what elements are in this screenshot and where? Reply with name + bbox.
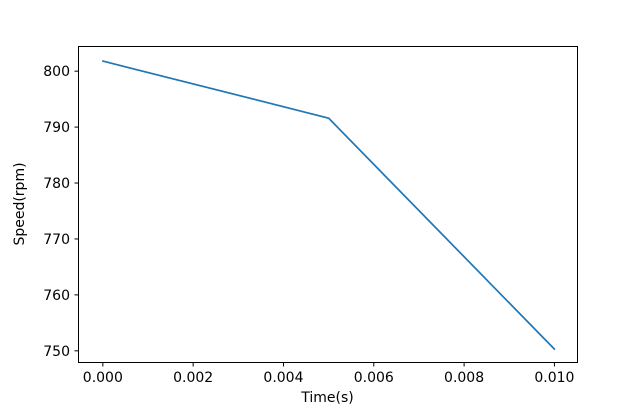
- y-tick-label: 750: [43, 344, 70, 360]
- axes-spines: [78, 46, 578, 363]
- y-axis-label: Speed(rpm): [12, 162, 28, 246]
- x-tick-label: 0.008: [444, 370, 484, 386]
- y-tick-label: 780: [43, 176, 70, 192]
- x-tick-label: 0.010: [534, 370, 574, 386]
- series-line: [101, 60, 556, 350]
- y-tick-label: 790: [43, 120, 70, 136]
- x-tick-label: 0.000: [83, 370, 123, 386]
- y-tick-label: 760: [43, 288, 70, 304]
- x-tick-label: 0.002: [173, 370, 213, 386]
- x-axis-label: Time(s): [301, 390, 354, 406]
- y-tick-label: 800: [43, 64, 70, 80]
- x-tick-label: 0.006: [354, 370, 394, 386]
- y-tick-label: 770: [43, 232, 70, 248]
- x-tick-label: 0.004: [263, 370, 303, 386]
